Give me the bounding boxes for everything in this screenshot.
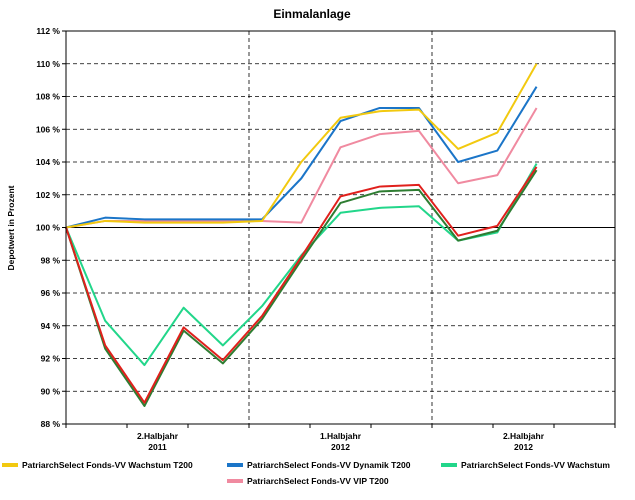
legend-label: PatriarchSelect Fonds-VV Wachstum: [461, 460, 610, 470]
y-tick-label: 100 %: [36, 223, 61, 233]
y-tick-label: 104 %: [36, 157, 61, 167]
y-tick-label: 102 %: [36, 190, 61, 200]
series-line-0: [65, 63, 538, 229]
x-tick-label: 2.Halbjahr: [137, 431, 179, 441]
y-tick-label: 106 %: [36, 124, 61, 134]
x-tick-label: 1.Halbjahr: [320, 431, 362, 441]
y-axis-label: Depotwert in Prozent: [6, 185, 16, 270]
series-line-5: [65, 169, 538, 407]
y-tick-label: 90 %: [41, 386, 61, 396]
legend-label: PatriarchSelect Fonds-VV VIP T200: [247, 476, 389, 486]
y-tick-label: 110 %: [36, 59, 60, 69]
series-line-2: [65, 107, 538, 229]
legend-swatch: [227, 479, 243, 483]
x-tick-label-year: 2012: [514, 442, 533, 452]
plot-frame: [65, 30, 616, 425]
chart-title: Einmalanlage: [273, 7, 351, 21]
legend-swatch: [441, 463, 457, 467]
axes: 88 % 90 % 92 % 94 % 96 % 98 % 100 % 102 % 104 % 1…: [36, 26, 616, 452]
y-tick-label: 108 %: [36, 92, 61, 102]
legend: PatriarchSelect Fonds-VV Wachstum T200 P…: [0, 457, 635, 500]
legend-swatch: [227, 463, 243, 467]
y-tick-label: 112 %: [36, 26, 60, 36]
series-line-4: [65, 166, 538, 404]
legend-label: PatriarchSelect Fonds-VV Dynamik T200: [247, 460, 411, 470]
legend-label: PatriarchSelect Fonds-VV Wachstum T200: [22, 460, 193, 470]
y-tick-label: 96 %: [41, 288, 61, 298]
y-tick-label: 88 %: [41, 419, 61, 429]
x-tick-label: 2.Halbjahr: [503, 431, 545, 441]
grid: [66, 31, 615, 424]
line-chart: Einmalanlage Depotwert in Prozent 88 % 90…: [6, 7, 616, 452]
x-tick-label-year: 2012: [331, 442, 350, 452]
legend-swatch: [2, 463, 18, 467]
y-tick-label: 92 %: [41, 354, 61, 364]
series-lines: [65, 63, 538, 407]
y-tick-label: 94 %: [41, 321, 61, 331]
series-line-3: [65, 163, 538, 367]
x-tick-label-year: 2011: [148, 442, 167, 452]
y-tick-label: 98 %: [41, 255, 61, 265]
series-line-1: [65, 86, 538, 229]
